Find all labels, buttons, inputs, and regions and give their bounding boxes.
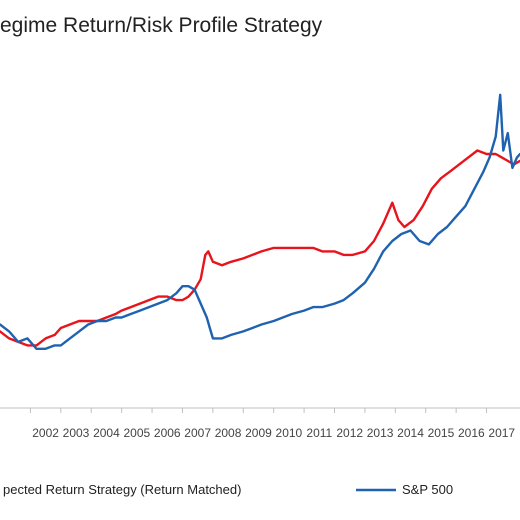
- chart-title: egime Return/Risk Profile Strategy: [0, 14, 323, 37]
- x-tick-label: 2007: [184, 426, 211, 440]
- x-tick-label: 2008: [215, 426, 242, 440]
- tick-layer: 2002 2003 2004 2005 2006 2007 2008 2009 2010 2011…: [29, 408, 515, 440]
- x-tick-label: 2006: [154, 426, 181, 440]
- legend-label-sp500: S&P 500: [402, 482, 453, 497]
- x-tick-label: 2014: [397, 426, 424, 440]
- x-tick-label: 2012: [336, 426, 363, 440]
- legend-label-strategy: pected Return Strategy (Return Matched): [3, 482, 241, 497]
- x-tick-label: 2009: [245, 426, 272, 440]
- x-tick-label: 2015: [428, 426, 455, 440]
- series-layer: [0, 93, 520, 350]
- x-tick-label: 2005: [123, 426, 150, 440]
- series-line-strategy: [0, 149, 520, 347]
- x-tick-label: 2016: [458, 426, 485, 440]
- series-line-sp500: [0, 93, 520, 350]
- x-tick-label: 2004: [93, 426, 120, 440]
- x-tick-label: 2011: [306, 426, 332, 440]
- x-tick-label: 2017: [488, 426, 515, 440]
- x-tick-label: 2010: [276, 426, 303, 440]
- x-tick-label: 2003: [63, 426, 90, 440]
- x-tick-label: 2013: [367, 426, 394, 440]
- x-tick-label: 2002: [32, 426, 59, 440]
- legend: pected Return Strategy (Return Matched) S…: [3, 482, 453, 497]
